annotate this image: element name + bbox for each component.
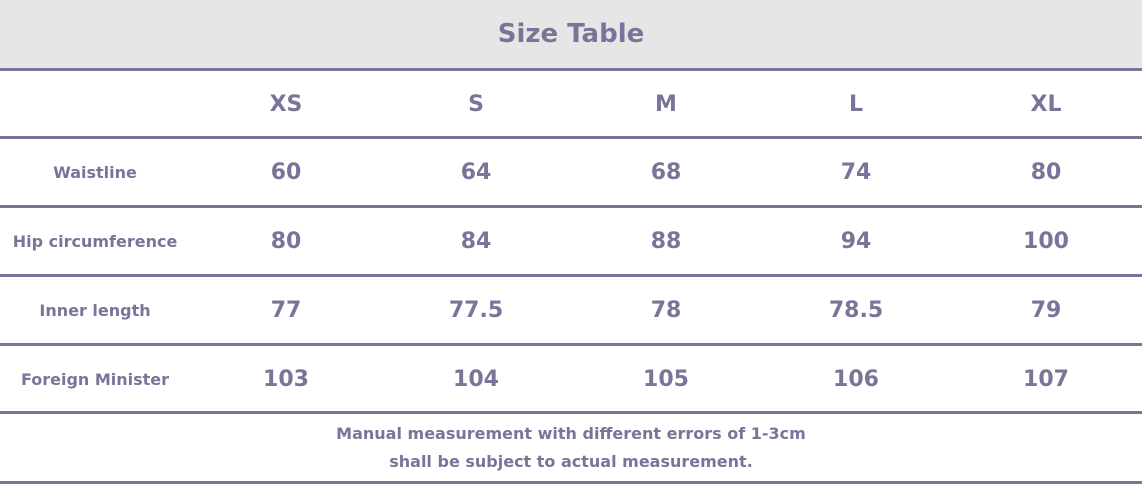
size-header: S	[468, 91, 484, 117]
value-cell: 94	[840, 228, 872, 254]
value-cell: 106	[833, 366, 879, 392]
table-title: Size Table	[0, 0, 1142, 68]
value-cell: 74	[840, 159, 872, 185]
table-row: Hip circumference 80 84 88 94 100	[0, 208, 1142, 274]
footer-note: Manual measurement with different errors…	[0, 415, 1142, 481]
value-cell: 79	[1030, 297, 1062, 323]
value-cell: 105	[643, 366, 689, 392]
value-cell: 88	[650, 228, 682, 254]
row-label: Hip circumference	[12, 231, 178, 251]
divider	[0, 136, 1142, 139]
divider	[0, 68, 1142, 71]
divider	[0, 343, 1142, 346]
value-cell: 80	[1030, 159, 1062, 185]
value-cell: 103	[263, 366, 309, 392]
value-cell: 78.5	[828, 297, 884, 323]
value-cell: 104	[453, 366, 499, 392]
footer-line-1: Manual measurement with different errors…	[336, 424, 806, 443]
value-cell: 68	[650, 159, 682, 185]
value-cell: 78	[650, 297, 682, 323]
table-row: Waistline 60 64 68 74 80	[0, 139, 1142, 205]
divider	[0, 481, 1142, 484]
table-row: Inner length 77 77.5 78 78.5 79	[0, 277, 1142, 343]
header-row: XS S M L XL	[0, 71, 1142, 137]
value-cell: 100	[1023, 228, 1069, 254]
value-cell: 77	[270, 297, 302, 323]
value-cell: 80	[270, 228, 302, 254]
table-row: Foreign Minister 103 104 105 106 107	[0, 346, 1142, 412]
value-cell: 107	[1023, 366, 1069, 392]
row-label: Inner length	[39, 300, 151, 320]
size-header: L	[848, 91, 864, 117]
size-header: XS	[269, 91, 303, 117]
value-cell: 60	[270, 159, 302, 185]
value-cell: 64	[460, 159, 492, 185]
row-label: Foreign Minister	[20, 369, 170, 389]
size-header: XL	[1030, 91, 1062, 117]
divider	[0, 274, 1142, 277]
row-label: Waistline	[53, 162, 137, 182]
divider	[0, 411, 1142, 414]
value-cell: 84	[460, 228, 492, 254]
value-cell: 77.5	[448, 297, 504, 323]
footer-line-2: shall be subject to actual measurement.	[389, 452, 753, 471]
size-header: M	[655, 91, 677, 117]
divider	[0, 205, 1142, 208]
